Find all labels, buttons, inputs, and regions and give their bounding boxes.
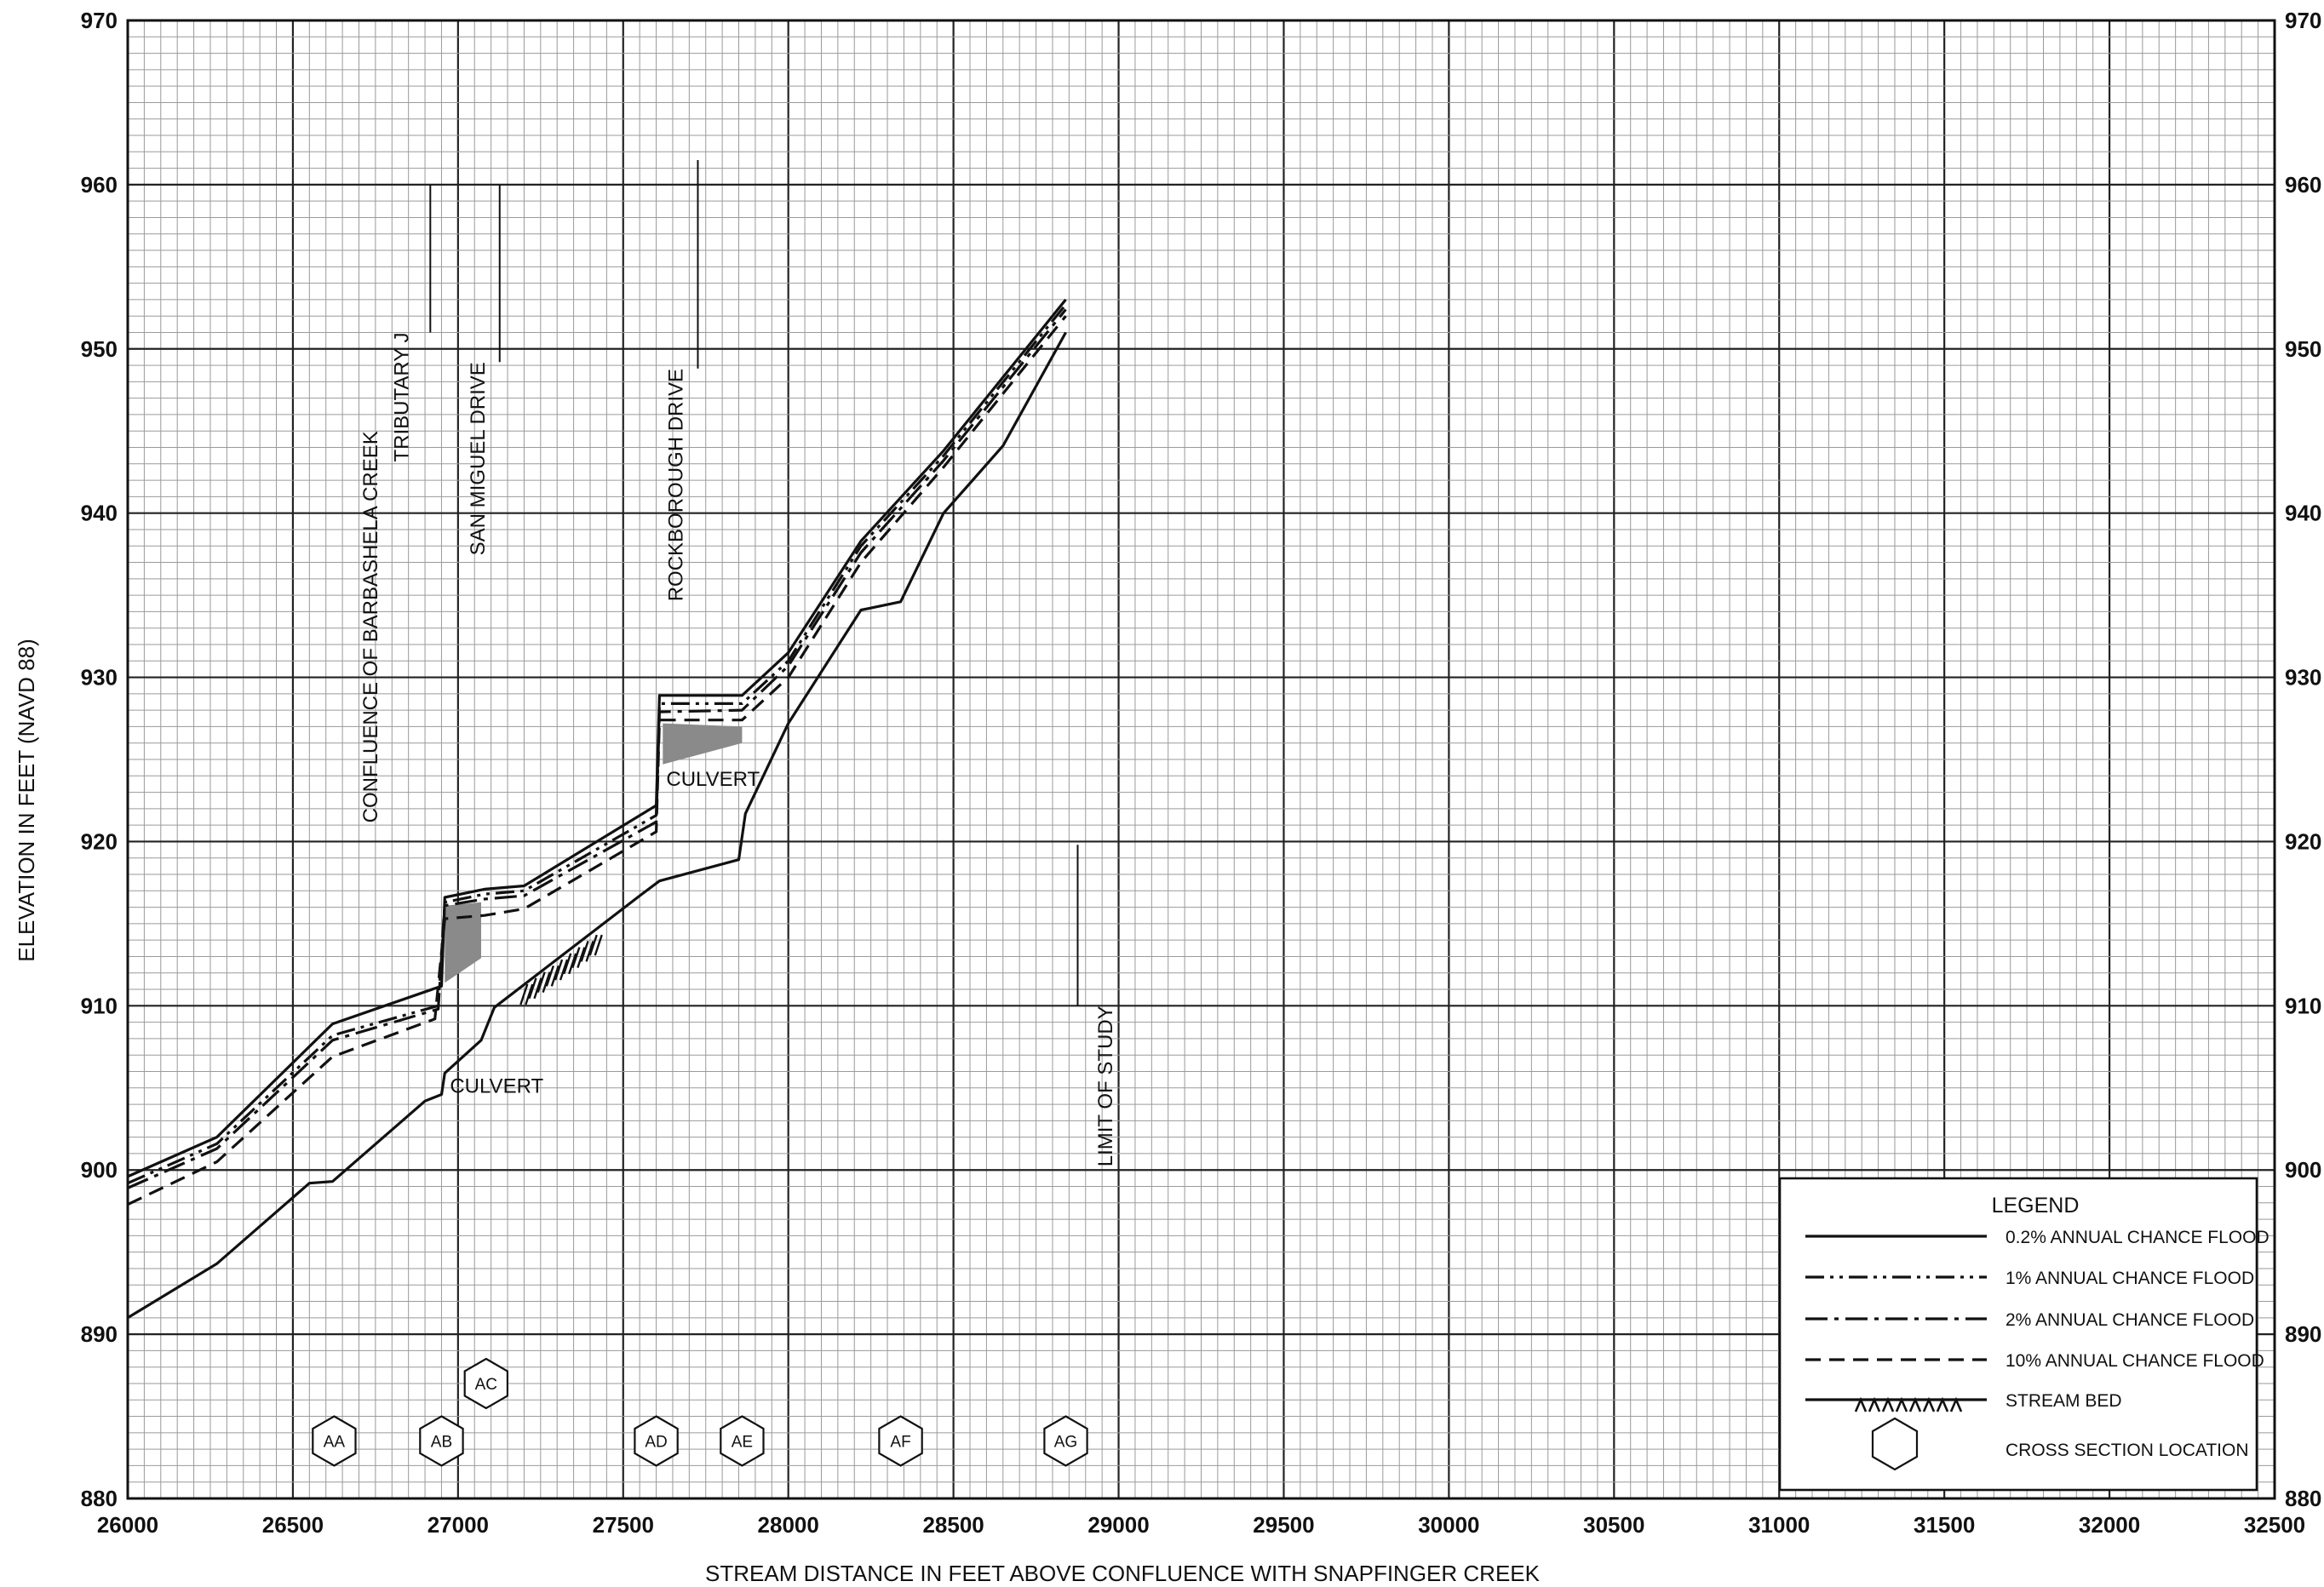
streambed-hatch <box>520 935 601 1005</box>
annotation-label: TRIBUTARY J <box>391 332 414 461</box>
legend-entry-label: 10% ANNUAL CHANCE FLOOD <box>2006 1351 2264 1371</box>
y-tick-label-left: 910 <box>81 993 118 1018</box>
x-tick-label: 29000 <box>1087 1512 1149 1538</box>
series-line <box>128 310 1066 1189</box>
x-tick-label: 32000 <box>2079 1512 2140 1538</box>
y-tick-label-left: 940 <box>81 501 118 526</box>
x-tick-label: 31000 <box>1748 1512 1810 1538</box>
culvert-label: CULVERT <box>450 1075 543 1098</box>
x-tick-label: 27000 <box>428 1512 489 1538</box>
y-tick-label-right: 970 <box>2285 8 2321 33</box>
x-tick-label: 28500 <box>922 1512 984 1538</box>
legend-entry-label: 0.2% ANNUAL CHANCE FLOOD <box>2006 1228 2269 1247</box>
x-tick-label: 28000 <box>758 1512 819 1538</box>
x-tick-label: 29500 <box>1253 1512 1314 1538</box>
cross-section-label: AB <box>431 1433 452 1451</box>
annotation-label: ROCKBOROUGH DRIVE <box>665 369 688 601</box>
series-line <box>128 305 1066 1183</box>
culvert-fill <box>445 902 481 983</box>
y-tick-label-left: 890 <box>81 1321 118 1347</box>
x-tick-label: 27500 <box>593 1512 654 1538</box>
legend-entry-label: CROSS SECTION LOCATION <box>2006 1441 2248 1460</box>
y-tick-label-right: 890 <box>2285 1321 2321 1347</box>
y-tick-label-right: 950 <box>2285 336 2321 362</box>
culverts: CULVERT CULVERT <box>445 724 760 1098</box>
legend: LEGEND 0.2% ANNUAL CHANCE FLOOD 1% ANNUAL … <box>1780 1178 2269 1490</box>
y-tick-label-left: 880 <box>81 1486 118 1511</box>
cross-section-label: AG <box>1054 1433 1077 1451</box>
y-tick-label-left: 960 <box>81 172 118 198</box>
cross-section-label: AC <box>475 1376 497 1394</box>
y-tick-label-right: 960 <box>2285 172 2321 198</box>
y-tick-label-left: 900 <box>81 1157 118 1183</box>
cross-section-label: AD <box>645 1433 667 1451</box>
cross-section-label: AA <box>324 1433 346 1451</box>
annotation-label: CONFLUENCE OF BARBASHELA CREEK <box>359 431 382 822</box>
y-tick-label-left: 920 <box>81 828 118 854</box>
x-axis-title: STREAM DISTANCE IN FEET ABOVE CONFLUENCE… <box>705 1561 1541 1586</box>
legend-entry-label: 1% ANNUAL CHANCE FLOOD <box>2006 1269 2254 1288</box>
y-tick-label-right: 910 <box>2285 993 2321 1018</box>
x-tick-label: 32500 <box>2244 1512 2305 1538</box>
legend-title: LEGEND <box>1992 1194 2080 1217</box>
y-tick-label-right: 930 <box>2285 665 2321 690</box>
x-tick-label: 26000 <box>97 1512 158 1538</box>
cross-section-label: AF <box>890 1433 910 1451</box>
y-tick-label-right: 880 <box>2285 1486 2321 1511</box>
y-tick-label-right: 900 <box>2285 1157 2321 1183</box>
y-tick-label-left: 950 <box>81 336 118 362</box>
annotation-label: LIMIT OF STUDY <box>1094 1005 1117 1166</box>
culvert-fill <box>663 724 742 765</box>
y-axis-title: ELEVATION IN FEET (NAVD 88) <box>14 639 39 962</box>
y-tick-label-right: 940 <box>2285 501 2321 526</box>
cross-section-label: AE <box>732 1433 753 1451</box>
y-tick-label-left: 930 <box>81 665 118 690</box>
culvert-label: CULVERT <box>666 768 760 791</box>
annotation-label: SAN MIGUEL DRIVE <box>467 362 490 555</box>
cross-section-markers: AA AB AC AD AE AF AG <box>313 1359 1087 1466</box>
legend-entry-label: STREAM BED <box>2006 1391 2122 1411</box>
y-tick-label-left: 970 <box>81 8 118 33</box>
y-tick-label-right: 920 <box>2285 828 2321 854</box>
x-tick-label: 31500 <box>1914 1512 1975 1538</box>
x-tick-label: 26500 <box>262 1512 324 1538</box>
x-tick-label: 30000 <box>1418 1512 1479 1538</box>
legend-entry-label: 2% ANNUAL CHANCE FLOOD <box>2006 1310 2254 1330</box>
x-tick-label: 30500 <box>1583 1512 1644 1538</box>
